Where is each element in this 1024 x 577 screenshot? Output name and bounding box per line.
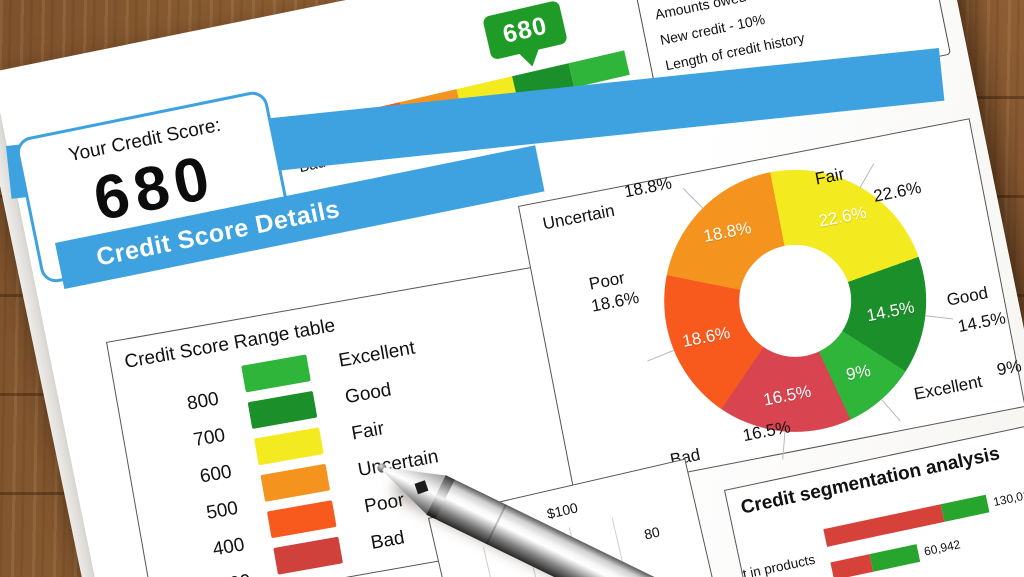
segmentation-category-label: t in products xyxy=(741,551,817,577)
range-category-label: Good xyxy=(343,379,393,409)
bar-segment-red xyxy=(830,554,874,577)
donut-hole xyxy=(729,235,861,367)
bar-segment-green xyxy=(869,544,921,572)
donut-leader-line xyxy=(925,315,954,320)
range-threshold: 800 xyxy=(185,388,221,415)
range-swatch-excellent xyxy=(241,354,311,393)
range-threshold: 500 xyxy=(204,497,240,524)
donut-callout-good-value: 14.5% xyxy=(956,308,1008,337)
bar-segment-red xyxy=(823,504,945,547)
donut-callout-fair-value: 22.6% xyxy=(871,177,923,206)
mini-axis-label-100: $100 xyxy=(545,499,580,522)
range-swatch-fair xyxy=(254,427,324,466)
donut-callout-excellent-value: 9% xyxy=(995,356,1024,380)
range-category-label: Excellent xyxy=(337,337,417,372)
donut-callout-uncertain-label: Uncertain xyxy=(541,200,617,234)
donut-callout-good-label: Good xyxy=(945,283,990,310)
bar-segment-green xyxy=(940,494,990,522)
range-threshold: 400 xyxy=(211,534,247,561)
range-threshold: 300 xyxy=(178,571,253,577)
range-swatch-uncertain xyxy=(260,463,331,502)
range-swatch-bad xyxy=(273,536,344,575)
donut-leader-line xyxy=(881,399,901,422)
range-swatch-good xyxy=(247,390,318,429)
range-category-label: Fair xyxy=(349,418,386,445)
range-category-label: Bad xyxy=(369,527,407,554)
bar-value-label: 60,942 xyxy=(922,537,962,559)
range-threshold: 700 xyxy=(191,424,227,452)
donut-leader-line xyxy=(682,188,704,209)
range-swatch-poor xyxy=(266,500,337,539)
donut-leader-line xyxy=(647,350,675,362)
donut-leader-line xyxy=(859,162,875,188)
segmentation-bars: 130,014 60,942 xyxy=(823,484,1024,577)
donut-callout-excellent-label: Excellent xyxy=(912,371,984,404)
mini-axis-label-80: 80 xyxy=(642,523,662,543)
range-threshold: 600 xyxy=(198,461,234,488)
bar-value-label: 130,014 xyxy=(991,486,1024,510)
